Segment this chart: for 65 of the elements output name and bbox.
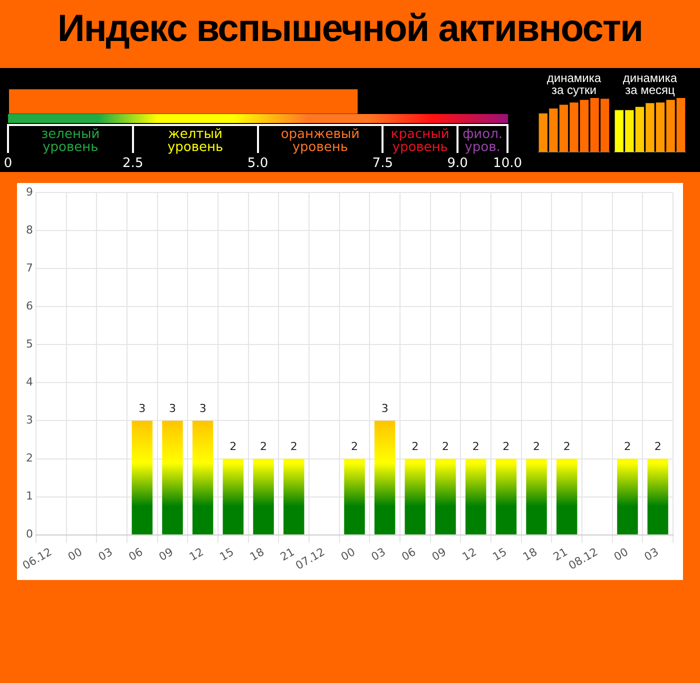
data-label: 3: [169, 402, 176, 416]
x-tick-label: 21: [278, 545, 297, 564]
text: оранжевый уровень: [280, 126, 360, 155]
bar: [656, 102, 665, 152]
y-tick-label: 6: [26, 300, 33, 313]
data-label: 2: [472, 440, 480, 454]
chart-title: Индекс вспышечной активности: [56, 8, 644, 51]
x-tick-label: 12: [187, 545, 206, 564]
x-tick-label: 18: [520, 545, 540, 564]
y-tick-label: 1: [26, 490, 33, 503]
data-label: 3: [199, 402, 206, 416]
bar: [666, 100, 675, 152]
data-label: 2: [442, 440, 449, 454]
y-tick-label: 2: [26, 452, 33, 465]
x-tick-label: 09: [430, 545, 448, 564]
chart-title: динамика за сутки: [546, 71, 602, 98]
y-tick-label: 5: [26, 338, 33, 351]
data-label: 3: [381, 402, 388, 416]
data-label: 2: [230, 440, 237, 454]
x-tick-label: 03: [642, 545, 661, 564]
data-label: 2: [290, 440, 298, 454]
x-tick-label: 00: [612, 545, 630, 564]
text: зеленый уровень: [41, 126, 100, 155]
bar: [635, 106, 644, 152]
x-tick-label: 21: [551, 545, 570, 564]
data-label: 2: [260, 440, 267, 454]
x-tick-label: 9.0: [447, 156, 468, 172]
x-tick-label: 12: [460, 545, 479, 564]
chart-title: динамика за месяц: [622, 71, 678, 98]
x-tick-label: 7.5: [372, 156, 393, 172]
data-label: 2: [502, 440, 510, 454]
x-tick-label: 5.0: [247, 156, 268, 172]
x-tick-label: 09: [156, 545, 176, 564]
y-tick-label: 8: [26, 223, 33, 236]
data-label: 2: [351, 440, 358, 454]
x-tick-label: 00: [338, 545, 358, 564]
x-tick-label: 00: [66, 545, 84, 564]
y-tick-label: 7: [26, 262, 33, 275]
data-label: 2: [412, 440, 419, 454]
x-tick-label: 10.0: [493, 156, 522, 172]
text: фиол. уров.: [462, 126, 503, 155]
x-tick-label: 06: [126, 545, 146, 564]
data-label: 2: [533, 440, 540, 454]
text: красный уровень: [390, 126, 450, 155]
y-tick-label: 0: [26, 528, 33, 541]
x-tick-label: 2.5: [122, 156, 144, 172]
x-tick-label: 0: [4, 156, 12, 172]
data-label: 2: [563, 440, 570, 454]
x-tick-label: 15: [217, 545, 236, 564]
text: желтый уровень: [167, 126, 224, 155]
y-tick-label: 3: [26, 414, 33, 427]
y-tick-label: 4: [26, 376, 33, 389]
data-label: 2: [624, 440, 631, 454]
y-tick-label: 9: [26, 185, 33, 198]
bar: [625, 110, 634, 152]
x-tick-label: 03: [369, 545, 388, 564]
data-label: 3: [138, 402, 146, 416]
bar: [646, 103, 654, 152]
bar: [676, 98, 686, 152]
x-tick-label: 18: [248, 545, 266, 564]
x-tick-label: 03: [96, 545, 115, 564]
x-tick-label: 06: [399, 545, 418, 564]
bar: [614, 110, 624, 152]
x-tick-label: 15: [490, 545, 510, 564]
data-label: 2: [654, 440, 662, 454]
